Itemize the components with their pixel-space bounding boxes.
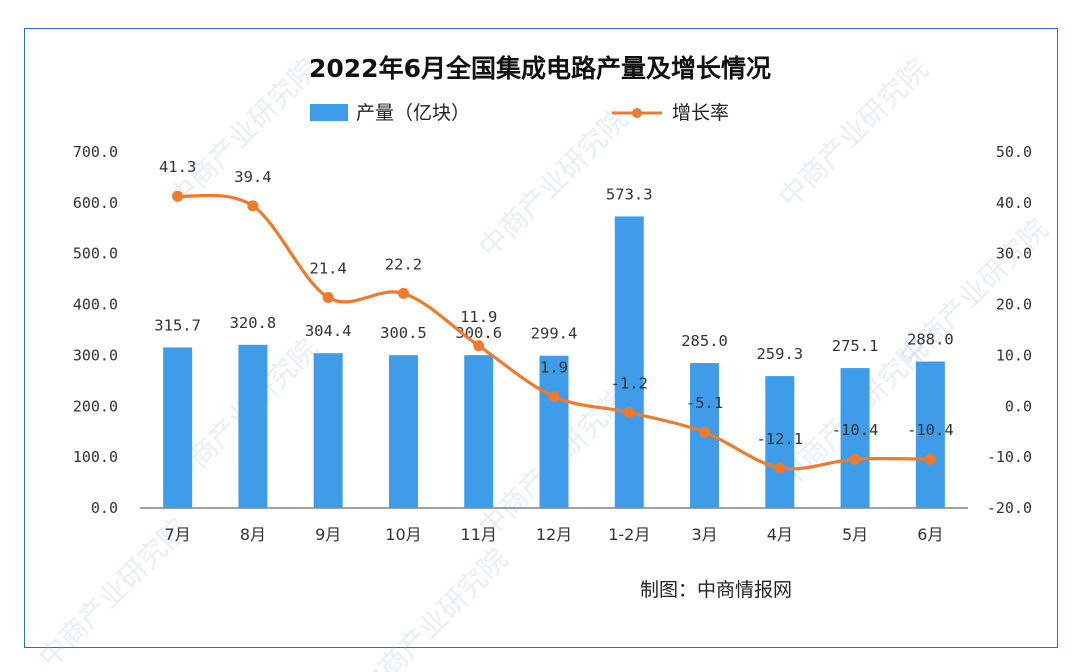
y-left-tick-label: 600.0	[73, 194, 118, 212]
line-point	[473, 340, 485, 352]
line-series	[172, 190, 936, 474]
line-point	[548, 391, 560, 403]
y-left-tick-label: 500.0	[73, 245, 118, 263]
x-tick-label: 12月	[536, 525, 572, 544]
x-tick-label: 10月	[385, 525, 421, 544]
line-point	[623, 406, 635, 418]
line-value-label: 41.3	[159, 158, 196, 176]
bar-series	[163, 216, 945, 508]
x-tick-label: 6月	[917, 525, 943, 544]
x-ticks: 7月 8月 9月 10月 11月 12月 1-2月 3月 4月 5月 6月	[165, 525, 944, 544]
bar	[388, 355, 418, 508]
x-tick-label: 7月	[165, 525, 191, 544]
legend-bar-label: 产量（亿块）	[356, 102, 470, 124]
line-value-label: -10.4	[907, 421, 954, 439]
line-point	[172, 190, 184, 202]
y-left-ticks: 0.0 100.0 200.0 300.0 400.0 500.0 600.0 700.0	[73, 143, 118, 517]
line-labels: 41.3 39.4 21.4 22.2 11.9 1.9 -1.2 -5.1 -12.1 -10.…	[159, 158, 954, 448]
y-right-tick-label: -10.0	[987, 448, 1032, 466]
line-point	[924, 453, 936, 465]
x-tick-label: 9月	[315, 525, 341, 544]
bar-value-label: 288.0	[907, 331, 954, 349]
bar	[765, 376, 795, 508]
y-right-tick-label: 20.0	[996, 296, 1032, 314]
line-point	[699, 426, 711, 438]
watermark-text: 中商产业研究院	[352, 542, 514, 672]
legend-bar-swatch	[310, 104, 348, 121]
y-right-tick-label: 10.0	[996, 346, 1032, 364]
credit-text: 制图：中商情报网	[640, 579, 792, 601]
bar-value-label: 259.3	[756, 345, 803, 363]
bar	[163, 347, 193, 508]
y-right-ticks: -20.0 -10.0 0.0 10.0 20.0 30.0 40.0 50.0	[987, 143, 1032, 517]
bar-value-label: 299.4	[531, 325, 578, 343]
y-left-tick-label: 200.0	[73, 397, 118, 415]
y-left-tick-label: 700.0	[73, 143, 118, 161]
x-tick-label: 11月	[461, 525, 497, 544]
y-left-tick-label: 400.0	[73, 296, 118, 314]
x-tick-label: 4月	[767, 525, 793, 544]
y-left-tick-label: 100.0	[73, 448, 118, 466]
y-right-tick-label: -20.0	[987, 499, 1032, 517]
legend-line-marker	[632, 108, 642, 118]
line-value-label: 21.4	[310, 259, 347, 277]
line-value-label: -12.1	[756, 430, 803, 448]
bar-value-label: 285.0	[681, 332, 728, 350]
bar-value-label: 275.1	[832, 337, 879, 355]
bar	[840, 368, 870, 508]
bar	[614, 216, 644, 508]
bar	[313, 353, 343, 508]
x-tick-label: 5月	[842, 525, 868, 544]
line-point	[774, 462, 786, 474]
line-value-label: 1.9	[540, 359, 568, 377]
line-value-label: 11.9	[460, 308, 497, 326]
y-right-tick-label: 50.0	[996, 143, 1032, 161]
line-point	[247, 200, 259, 212]
line-value-label: -10.4	[832, 421, 879, 439]
bar	[915, 361, 945, 508]
growth-rate-line	[177, 193, 931, 471]
x-tick-label: 3月	[691, 525, 717, 544]
y-right-tick-label: 0.0	[1005, 397, 1032, 415]
bar	[238, 344, 268, 508]
bar	[539, 355, 569, 508]
line-point	[397, 287, 409, 299]
bar-value-label: 320.8	[230, 314, 277, 332]
watermark-text: 中商产业研究院	[162, 52, 324, 214]
line-point	[322, 291, 334, 303]
line-value-label: -5.1	[686, 394, 723, 412]
chart-title: 2022年6月全国集成电路产量及增长情况	[309, 54, 771, 83]
line-value-label: 39.4	[234, 168, 271, 186]
bar-value-label: 304.4	[305, 322, 352, 340]
bar-value-label: 573.3	[606, 185, 653, 203]
bar-labels: 315.7 320.8 304.4 300.5 300.6 299.4573.3285.0…	[154, 185, 953, 363]
watermark-text: 中商产业研究院	[772, 52, 934, 214]
line-value-label: -1.2	[611, 374, 648, 392]
y-left-tick-label: 300.0	[73, 346, 118, 364]
bar-value-label: 300.5	[380, 324, 427, 342]
y-right-tick-label: 30.0	[996, 245, 1032, 263]
x-tick-label: 8月	[240, 525, 266, 544]
legend: 产量（亿块） 增长率	[310, 102, 729, 124]
bar	[464, 355, 494, 508]
y-left-tick-label: 0.0	[91, 499, 118, 517]
line-point	[849, 453, 861, 465]
line-value-label: 22.2	[385, 255, 422, 273]
bar-value-label: 315.7	[154, 316, 201, 334]
x-tick-label: 1-2月	[608, 525, 650, 544]
watermark-text: 中商产业研究院	[472, 102, 634, 264]
chart-frame	[24, 28, 1058, 648]
y-right-tick-label: 40.0	[996, 194, 1032, 212]
legend-line-label: 增长率	[672, 102, 729, 124]
